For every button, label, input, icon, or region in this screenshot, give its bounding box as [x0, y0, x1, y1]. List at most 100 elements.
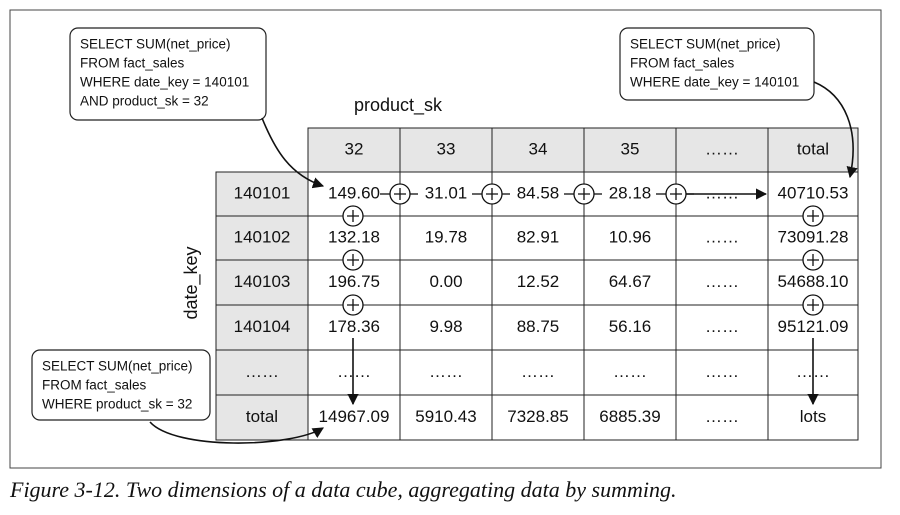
cell	[583, 304, 677, 351]
cell	[399, 304, 493, 351]
cell	[583, 215, 677, 261]
data-table: 32 33 34 35 …… total 140101 149.60 31.01 84.58 28.…	[215, 127, 859, 441]
caption: Figure 3-12. Two dimensions of a data cu…	[9, 477, 676, 502]
sum-operators	[342, 183, 824, 406]
header-text: 34	[529, 139, 548, 158]
plus-sign	[807, 210, 819, 222]
plus-sign	[670, 188, 682, 200]
plus-sign	[807, 299, 819, 311]
row-header-text: ……	[245, 362, 279, 381]
row-header-cell	[215, 215, 309, 261]
plus-sign	[578, 188, 590, 200]
query-line: FROM fact_sales	[80, 56, 185, 71]
plus-sign	[394, 188, 406, 200]
cell-text: 73091.28	[778, 227, 849, 246]
cell	[583, 394, 677, 441]
cell-text: ……	[705, 227, 739, 246]
query-line: WHERE product_sk = 32	[42, 397, 192, 412]
plus-sign	[486, 188, 498, 200]
query-box	[619, 27, 815, 101]
query-box	[69, 27, 267, 121]
query-line: FROM fact_sales	[42, 378, 147, 393]
query-line: SELECT SUM(net_price)	[80, 37, 231, 52]
row-header-text: total	[246, 407, 278, 426]
cell-text: ……	[705, 407, 739, 426]
cell-text: lots	[800, 407, 826, 426]
cell	[399, 394, 493, 441]
header-cell	[583, 127, 677, 173]
header-text: ……	[705, 139, 739, 158]
query-line: SELECT SUM(net_price)	[630, 37, 781, 52]
cell-text: 12.52	[517, 272, 560, 291]
row-header-cell	[215, 171, 309, 217]
cell-text: 149.60	[328, 183, 380, 202]
cell-text: 84.58	[517, 183, 560, 202]
cell	[491, 304, 585, 351]
frame	[9, 9, 882, 469]
cell-text: 95121.09	[778, 317, 849, 336]
row-header-text: 140102	[234, 227, 291, 246]
cell-text: 54688.10	[778, 272, 849, 291]
cell	[491, 215, 585, 261]
cell-text: 5910.43	[415, 407, 476, 426]
row-header-text: 140103	[234, 272, 291, 291]
row-header-cell	[215, 259, 309, 306]
query-line: FROM fact_sales	[630, 56, 735, 71]
cell-text: ……	[705, 272, 739, 291]
cell-text: 64.67	[609, 272, 652, 291]
arrow	[149, 421, 324, 444]
row-header-text: 140104	[234, 317, 291, 336]
cell-text: 88.75	[517, 317, 560, 336]
cell-text: 178.36	[328, 317, 380, 336]
cell-text: ……	[613, 362, 647, 381]
cell-text: ……	[705, 362, 739, 381]
cell-text: ……	[337, 362, 371, 381]
query-line: WHERE date_key = 140101	[80, 75, 249, 90]
cell-text: 19.78	[425, 227, 468, 246]
cell-text: 196.75	[328, 272, 380, 291]
cell-text: 14967.09	[319, 407, 390, 426]
row-header-text: 140101	[234, 183, 291, 202]
header-cell	[767, 127, 859, 173]
header-text: total	[797, 139, 829, 158]
cell-text: 56.16	[609, 317, 652, 336]
cell	[675, 349, 769, 396]
cell-text: 31.01	[425, 183, 468, 202]
cell-text: 28.18	[609, 183, 652, 202]
cell-text: 132.18	[328, 227, 380, 246]
header-text: 33	[437, 139, 456, 158]
cell	[399, 259, 493, 306]
header-text: 35	[621, 139, 640, 158]
query-line: SELECT SUM(net_price)	[42, 359, 193, 374]
queries: SELECT SUM(net_price) FROM fact_sales WHER…	[31, 27, 815, 421]
row-header-cell	[215, 349, 309, 396]
cell-text: 10.96	[609, 227, 652, 246]
cell-text: 6885.39	[599, 407, 660, 426]
query-line: WHERE date_key = 140101	[630, 75, 799, 90]
arrow	[261, 117, 325, 189]
cell-text: ……	[429, 362, 463, 381]
y-axis-label: date_key	[181, 246, 202, 319]
cell	[675, 259, 769, 306]
arrow	[813, 81, 858, 179]
cell-text: 7328.85	[507, 407, 568, 426]
plus-sign	[807, 254, 819, 266]
plus-sign	[347, 254, 359, 266]
cell	[675, 394, 769, 441]
cell	[583, 349, 677, 396]
plus-sign	[347, 210, 359, 222]
cell-text: 82.91	[517, 227, 560, 246]
cell-text: ……	[521, 362, 555, 381]
header-cell	[399, 127, 493, 173]
cell	[491, 394, 585, 441]
cell-text: ……	[705, 317, 739, 336]
cell-text: ……	[705, 183, 739, 202]
x-axis-label: product_sk	[354, 95, 443, 116]
query-line: AND product_sk = 32	[80, 94, 209, 109]
query-box	[31, 349, 211, 421]
cell-text: 40710.53	[778, 183, 849, 202]
header-text: 32	[345, 139, 364, 158]
cell-text: 0.00	[429, 272, 462, 291]
